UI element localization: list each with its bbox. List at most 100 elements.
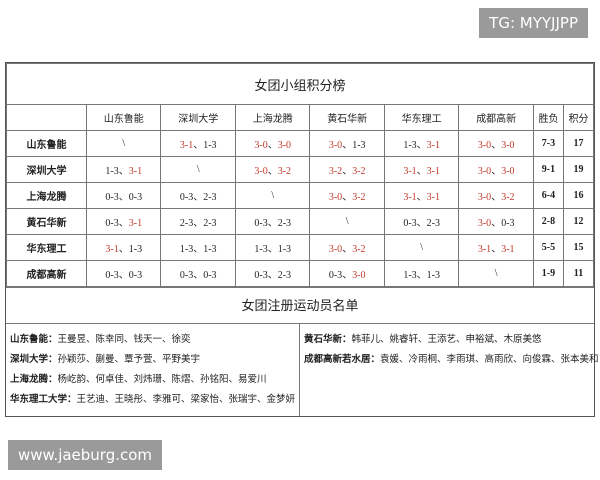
score: 1-3 (203, 140, 217, 151)
separator: 、 (193, 140, 204, 151)
separator: 、 (118, 270, 129, 281)
score: 3-1 (179, 140, 194, 151)
score: 0-3 (179, 270, 194, 281)
score: 0-3 (403, 218, 417, 229)
score: 3-1 (501, 244, 515, 255)
standings-title: 女团小组积分榜 (6, 63, 594, 105)
score: 3-0 (501, 166, 515, 177)
record: 7-3 (532, 130, 564, 157)
header-cell: 胜负 (532, 104, 564, 131)
result-cell: 3-0、3-2 (234, 156, 311, 183)
roster-players: 韩菲儿、姚睿轩、王添艺、申裕斌、木原美悠 (351, 335, 542, 345)
score: 1-3 (179, 244, 194, 255)
result-cell: 3-0、3-0 (234, 130, 311, 157)
score: 3-1 (403, 192, 417, 203)
roster-title: 女团注册运动员名单 (6, 287, 594, 324)
result-cell: \ (383, 234, 460, 261)
separator: 、 (491, 192, 502, 203)
team-row: 成都高新 0-3、0-3 0-3、0-3 0-3、2-3 0-3、3-0 1-3、1-3 \… (6, 260, 595, 287)
record: 5-5 (532, 234, 564, 261)
team-name: 上海龙腾 (6, 182, 87, 209)
score: 3-1 (426, 192, 441, 203)
result-cell: 0-3、0-3 (85, 260, 162, 287)
result-cell: 3-1、3-1 (383, 156, 460, 183)
score: \ (196, 164, 200, 175)
result-cell: 0-3、2-3 (160, 182, 236, 209)
separator: 、 (118, 244, 129, 255)
result-cell: 0-3、3-1 (85, 208, 162, 235)
separator: 、 (267, 270, 278, 281)
result-cell: 1-3、3-1 (383, 130, 460, 157)
roster-players: 袁媛、冷雨桐、李雨琪、高雨欣、向俊霖、张本美和 (380, 355, 599, 365)
header-cell: 积分 (562, 104, 595, 131)
score: 0-3 (254, 270, 268, 281)
separator: 、 (267, 140, 278, 151)
score: 3-0 (277, 140, 292, 151)
score: 3-0 (254, 166, 268, 177)
score: 0-3 (328, 270, 343, 281)
result-cell: 3-1、3-1 (458, 234, 534, 261)
roster-team: 深圳大学： (10, 355, 58, 365)
team-row: 华东理工 3-1、1-3 1-3、1-3 1-3、1-3 3-0、3-2 \ 3-1、3-1… (6, 234, 595, 261)
score: 0-3 (179, 192, 194, 203)
separator: 、 (342, 244, 353, 255)
result-cell: \ (85, 130, 162, 157)
score: 3-1 (105, 244, 119, 255)
header-cell: 山东鲁能 (85, 104, 162, 131)
team-name: 深圳大学 (6, 156, 87, 183)
score: 0-3 (254, 218, 268, 229)
result-cell: 3-0、1-3 (309, 130, 385, 157)
roster-right: 黄石华新：韩菲儿、姚睿轩、王添艺、申裕斌、木原美悠 成都高新若水居：袁媛、冷雨桐、… (300, 324, 600, 416)
score: 3-2 (501, 192, 515, 203)
score: 0-3 (105, 218, 119, 229)
team-row: 山东鲁能 \ 3-1、1-3 3-0、3-0 3-0、1-3 1-3、3-1 3-0、3-0… (6, 130, 595, 157)
separator: 、 (416, 166, 427, 177)
points: 16 (562, 182, 595, 209)
result-cell: 3-0、3-2 (309, 182, 385, 209)
result-cell: 0-3、2-3 (234, 208, 311, 235)
score: 3-2 (352, 244, 366, 255)
score: 0-3 (105, 270, 119, 281)
roster-team: 华东理工大学： (10, 395, 77, 405)
record: 6-4 (532, 182, 564, 209)
result-cell: \ (160, 156, 236, 183)
score: 1-3 (403, 270, 417, 281)
separator: 、 (193, 218, 204, 229)
header-row: 山东鲁能 深圳大学 上海龙腾 黄石华新 华东理工 成都高新 胜负 积分 (6, 104, 595, 131)
points: 12 (562, 208, 595, 235)
score: 2-3 (277, 218, 292, 229)
separator: 、 (416, 270, 427, 281)
score: 0-3 (105, 192, 119, 203)
score: 3-2 (277, 166, 292, 177)
header-cell: 深圳大学 (160, 104, 236, 131)
roster-team: 上海龙腾： (10, 375, 58, 385)
score: 3-0 (352, 270, 366, 281)
watermark: www.jaeburg.com (8, 440, 163, 470)
result-cell: 0-3、2-3 (383, 208, 460, 235)
header-cell (6, 104, 87, 131)
separator: 、 (491, 218, 502, 229)
score: \ (420, 242, 424, 253)
separator: 、 (118, 192, 129, 203)
separator: 、 (342, 192, 353, 203)
separator: 、 (416, 192, 427, 203)
team-name: 成都高新 (6, 260, 87, 287)
result-cell: \ (309, 208, 385, 235)
score: 3-0 (501, 140, 515, 151)
roster-team: 山东鲁能： (10, 335, 58, 345)
score: \ (271, 190, 275, 201)
score: \ (494, 268, 498, 279)
score: 2-3 (426, 218, 441, 229)
record: 9-1 (532, 156, 564, 183)
roster-line: 上海龙腾：杨屹韵、何卓佳、刘炜珊、陈熠、孙铭阳、易爱川 (10, 370, 295, 390)
roster-line: 山东鲁能：王曼昱、陈幸同、钱天一、徐奕 (10, 330, 295, 350)
score: 3-1 (128, 166, 143, 177)
header-cell: 黄石华新 (309, 104, 385, 131)
score: 3-2 (352, 192, 366, 203)
score: 2-3 (179, 218, 194, 229)
roster-players: 王艺迪、王晓彤、李雅可、梁家怡、张瑞宇、金梦妍 (76, 395, 296, 405)
separator: 、 (193, 270, 204, 281)
separator: 、 (491, 166, 502, 177)
roster-players: 杨屹韵、何卓佳、刘炜珊、陈熠、孙铭阳、易爱川 (57, 375, 267, 385)
score: 3-1 (426, 166, 441, 177)
